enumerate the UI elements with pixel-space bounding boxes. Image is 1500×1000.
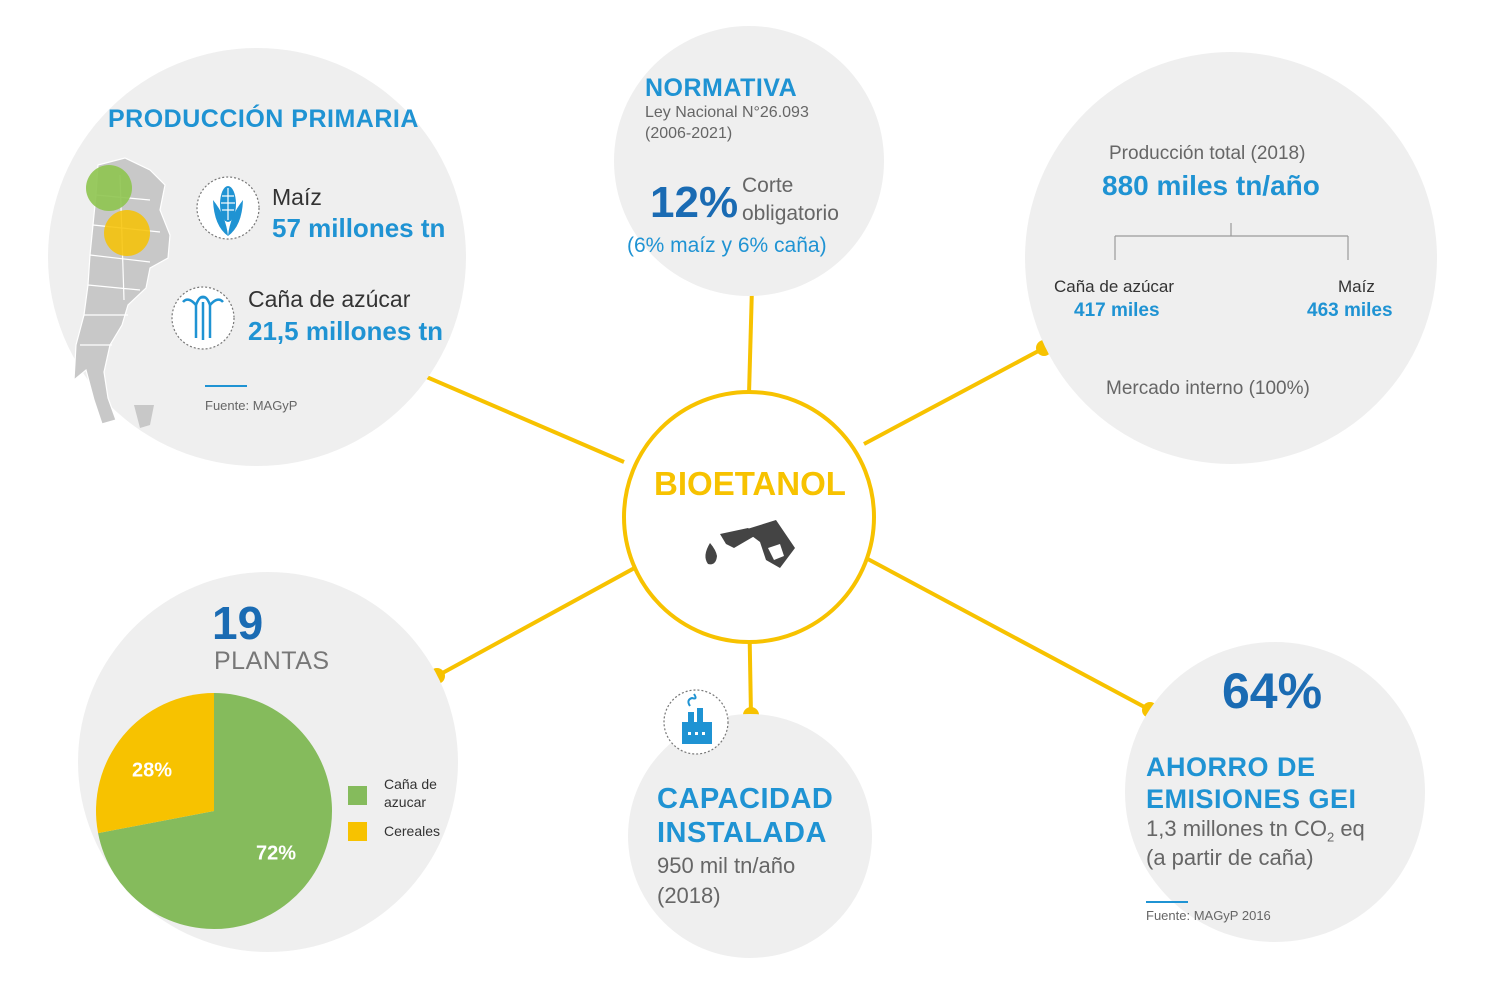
legend-label-cana-line2: azucar (384, 794, 427, 810)
ahorro-source-divider (1146, 901, 1188, 903)
ahorro-detail-2: (a partir de caña) (1146, 845, 1314, 870)
produccion-total-label: Producción total (2018) (1109, 143, 1306, 164)
plantas-number: 19 (212, 597, 264, 649)
total-cana-label: Caña de azúcar (1054, 277, 1175, 296)
capacidad-year: (2018) (657, 883, 721, 908)
ahorro-source: Fuente: MAGyP 2016 (1146, 908, 1271, 923)
normativa-years: (2006-2021) (645, 125, 733, 142)
pie-label-cana: 72% (256, 842, 296, 864)
capacidad-value: 950 mil tn/año (657, 853, 796, 878)
produccion-total-value: 880 miles tn/año (1102, 170, 1320, 201)
co2-subscript: 2 (1326, 829, 1335, 845)
pie-slice-cereales (95, 693, 214, 834)
ahorro-detail-text: 1,3 millones tn CO (1146, 816, 1327, 841)
capacidad-title-1: CAPACIDAD (657, 783, 834, 815)
mercado-interno: Mercado interno (100%) (1106, 378, 1310, 399)
ahorro-detail-unit: eq (1334, 816, 1365, 841)
source-divider (205, 385, 247, 387)
ahorro-title-1: AHORRO DE (1146, 752, 1316, 782)
normativa-percent: 12% (650, 178, 739, 227)
legend-swatch-cana (348, 786, 367, 805)
capacidad-title-2: INSTALADA (657, 817, 827, 849)
total-maiz-label: Maíz (1338, 277, 1375, 296)
maiz-value: 57 millones tn (272, 213, 446, 243)
legend-swatch-cereales (348, 822, 367, 841)
cana-value: 21,5 millones tn (248, 316, 444, 346)
maiz-label: Maíz (272, 184, 322, 210)
legend-label-cereales: Cereales (384, 823, 441, 839)
normativa-bubble (614, 26, 884, 296)
corte-line2: obligatorio (742, 202, 839, 225)
center-title: BIOETANOL (654, 465, 846, 502)
produccion-total-bubble (1025, 52, 1437, 464)
produccion-source: Fuente: MAGyP (205, 398, 298, 413)
ahorro-percent: 64% (1222, 663, 1323, 719)
total-maiz-value: 463 miles (1307, 300, 1393, 321)
produccion-title: PRODUCCIÓN PRIMARIA (108, 105, 419, 133)
normativa-title: NORMATIVA (645, 74, 798, 102)
pie-slice-cana (98, 693, 332, 929)
center-circle (622, 390, 876, 644)
pie-label-cereales: 28% (132, 760, 172, 782)
ahorro-detail: 1,3 millones tn CO2 eq (1146, 816, 1365, 844)
legend-label-cana: Caña de (384, 776, 437, 792)
ahorro-bubble (1125, 642, 1425, 942)
ahorro-title-2: EMISIONES GEI (1146, 784, 1357, 814)
corte-line1: Corte (742, 174, 794, 197)
total-cana-value: 417 miles (1074, 300, 1160, 321)
normativa-law: Ley Nacional N°26.093 (645, 104, 809, 121)
capacidad-bubble (628, 714, 872, 958)
normativa-detail: (6% maíz y 6% caña) (627, 234, 827, 257)
cana-label: Caña de azúcar (248, 286, 411, 312)
plantas-label: PLANTAS (214, 647, 330, 675)
